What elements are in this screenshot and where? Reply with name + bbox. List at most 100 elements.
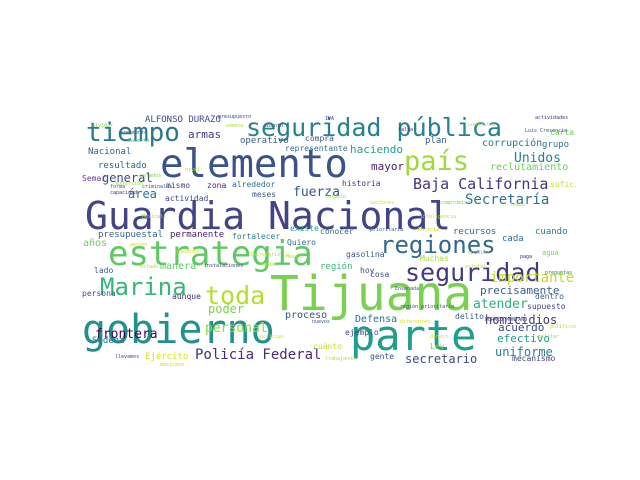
word-regiones: regiones bbox=[380, 231, 496, 259]
word-armamento: armamento bbox=[120, 130, 148, 136]
word-delito: delito bbox=[455, 312, 484, 321]
word-contratos: contratos bbox=[468, 122, 496, 128]
word-grupo: grupo bbox=[542, 140, 570, 150]
word-presente: presente bbox=[175, 249, 200, 255]
word-haciendo: haciendo bbox=[350, 143, 403, 156]
word-permanente: permanente bbox=[170, 230, 225, 240]
word-trabajando: trabajando bbox=[325, 356, 356, 362]
word-nuevos: nuevos bbox=[312, 319, 331, 325]
word-preguntas: preguntas bbox=[545, 270, 573, 276]
word-actividad: actividad bbox=[165, 194, 209, 203]
word-plan: plan bbox=[425, 136, 447, 146]
word-cada: cada bbox=[502, 234, 524, 244]
word-armas: armas bbox=[188, 128, 222, 141]
word-compra: compra bbox=[305, 134, 334, 143]
word-mexicali: Mexicali bbox=[142, 214, 167, 220]
word-paga: paga bbox=[520, 254, 533, 260]
word-proceso: proceso bbox=[285, 310, 328, 321]
word-secretaria: Secretaría bbox=[465, 192, 550, 208]
word-mayor: mayor bbox=[371, 160, 405, 173]
word-nivel: nivel bbox=[185, 167, 201, 173]
word-temas: temas bbox=[510, 202, 526, 208]
word-politicos: políticos bbox=[550, 324, 576, 330]
word-dentro: dentro bbox=[535, 292, 564, 301]
word-olvidar: olvidar bbox=[92, 123, 114, 129]
word-toda: toda bbox=[205, 281, 266, 310]
word-parte: parte bbox=[350, 311, 477, 360]
word-unidos: Unidos bbox=[514, 151, 561, 166]
word-carta: carta bbox=[550, 128, 575, 137]
word-nacional: Nacional bbox=[88, 147, 132, 157]
word-acuerdo: acuerdo bbox=[498, 321, 545, 334]
word-cosa: cosa bbox=[370, 270, 390, 279]
word-secretario-small: Secretario bbox=[250, 252, 281, 258]
word-estatal: estatal bbox=[465, 264, 487, 270]
word-seguridad: seguridad bbox=[405, 258, 541, 287]
word-militar: militar bbox=[538, 334, 560, 340]
word-extorsion: extorsión bbox=[116, 181, 144, 187]
word-opinion: opinión bbox=[468, 250, 490, 256]
word-semar: Semar bbox=[82, 174, 107, 183]
word-area: área bbox=[128, 187, 157, 201]
word-alfonso-durazo: ALFONSO DURAZO bbox=[145, 115, 221, 125]
word-lado: lado bbox=[94, 266, 114, 275]
word-cuanto: cuánto bbox=[313, 342, 342, 351]
word-pensar: pensar bbox=[130, 242, 149, 248]
word-policia-federal: Policía Federal bbox=[195, 347, 322, 363]
word-manera: manera bbox=[160, 261, 197, 272]
word-gente: gente bbox=[370, 352, 395, 361]
word-alrededor: alrededor bbox=[232, 180, 276, 189]
word-llevamos: llevamos bbox=[115, 354, 140, 360]
word-mismo: mismo bbox=[166, 181, 191, 190]
word-elemento: elemento bbox=[160, 142, 348, 187]
word-marina: Marina bbox=[100, 273, 187, 301]
word-personal: personal bbox=[205, 321, 268, 336]
word-efectivo: efectivo bbox=[497, 332, 550, 345]
word-frontera: frontera bbox=[95, 327, 158, 342]
word-reclutamiento: reclutamiento bbox=[490, 162, 569, 173]
word-uniforme: uniforme bbox=[495, 345, 553, 359]
word-empleo: empleo bbox=[260, 262, 279, 268]
word-mexicano: mexicano bbox=[160, 362, 185, 368]
word-representante: representante bbox=[285, 144, 348, 153]
word-compromiso: compromiso bbox=[440, 200, 471, 206]
word-homicidios: homicidios bbox=[485, 313, 558, 327]
word-importante: importante bbox=[490, 270, 575, 286]
word-ley: Ley bbox=[430, 342, 445, 351]
word-respeto: respeto bbox=[325, 194, 347, 200]
word-iva: IVA bbox=[325, 116, 335, 122]
word-tiempo: tiempo bbox=[86, 118, 180, 148]
word-agua: agua bbox=[542, 249, 559, 257]
word-instalaciones: instalaciones bbox=[204, 263, 244, 269]
word-poder: poder bbox=[208, 302, 245, 316]
word-estado: Estado bbox=[140, 264, 159, 270]
word-dinero: dinero bbox=[430, 334, 449, 340]
word-policia: Policía bbox=[418, 227, 440, 233]
word-falta: falta bbox=[398, 127, 414, 133]
word-region: región bbox=[320, 262, 353, 272]
word-inteligencia: inteligencia bbox=[420, 214, 457, 220]
word-guardia-nacional: Guardia Nacional bbox=[85, 194, 452, 238]
word-capacidad: capacidad bbox=[110, 190, 138, 196]
word-sectores: sectores bbox=[370, 200, 395, 206]
word-secretario: secretario bbox=[405, 352, 478, 366]
word-diferentes: diferentes bbox=[400, 319, 431, 325]
word-momento: momento bbox=[128, 138, 150, 144]
word-muchas: Muchas bbox=[420, 254, 449, 263]
word-policias: policías bbox=[260, 334, 285, 340]
word-asunto: asunto bbox=[265, 123, 284, 129]
word-persona: persona bbox=[82, 289, 116, 298]
word-general: general bbox=[102, 171, 153, 185]
word-operativo: operativo bbox=[240, 136, 289, 146]
word-actividades: actividades bbox=[535, 115, 569, 121]
word-existe: existe bbox=[290, 224, 319, 233]
word-hoy: hoy bbox=[360, 266, 375, 275]
word-ensenada: Ensenada bbox=[395, 286, 420, 292]
word-aunque: aunque bbox=[172, 292, 201, 301]
word-durazo-montano: DURAZO MONTAÑO bbox=[485, 317, 528, 323]
word-estados: estados bbox=[140, 173, 162, 179]
word-cuando: cuando bbox=[535, 227, 568, 237]
word-defensa: Defensa bbox=[355, 314, 398, 325]
word-cloud: Guardia Nacional Tijuana elemento parte … bbox=[80, 115, 576, 367]
word-resultado: resultado bbox=[98, 161, 147, 171]
